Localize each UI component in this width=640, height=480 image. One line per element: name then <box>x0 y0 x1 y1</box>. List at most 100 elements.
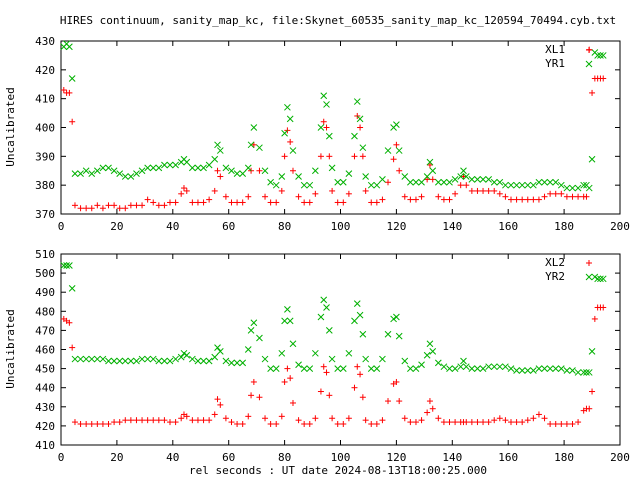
bottom-series-red <box>60 304 607 427</box>
y-tick-label: 430 <box>35 401 55 414</box>
data-point <box>530 367 537 374</box>
data-point <box>426 340 434 348</box>
data-point <box>507 419 514 426</box>
data-point <box>557 365 565 372</box>
data-point <box>66 89 73 96</box>
data-point <box>69 344 76 351</box>
data-point <box>71 419 78 426</box>
data-point <box>334 365 342 372</box>
data-point <box>206 196 213 203</box>
data-point <box>63 262 70 269</box>
data-point <box>563 420 570 427</box>
legend-marker <box>586 47 592 53</box>
data-point <box>546 365 554 372</box>
data-point <box>513 196 520 203</box>
data-point <box>272 181 280 189</box>
data-point <box>217 401 224 408</box>
data-point <box>418 361 425 369</box>
data-point <box>460 167 467 175</box>
bottom-panel: Uncalibrated 0 20 40 60 80 100 120 140 160 180 200… <box>4 248 630 464</box>
data-point <box>535 178 543 186</box>
data-point <box>323 101 330 108</box>
x-tick-label: 100 <box>331 220 351 233</box>
data-point <box>541 178 548 186</box>
data-point <box>599 52 607 59</box>
data-point <box>368 420 375 427</box>
data-point <box>306 365 314 372</box>
data-point <box>396 167 403 174</box>
data-point <box>144 355 151 363</box>
data-point <box>334 199 341 206</box>
data-point <box>379 176 386 183</box>
data-point <box>362 355 370 363</box>
data-point <box>222 357 230 365</box>
y-tick-label: 410 <box>35 439 55 452</box>
data-point <box>393 378 400 385</box>
data-point <box>111 202 118 209</box>
data-point <box>530 415 537 422</box>
data-point <box>507 181 515 189</box>
data-point <box>491 187 498 194</box>
y-tick-label: 490 <box>35 286 55 299</box>
data-point <box>161 417 168 424</box>
data-point <box>211 411 218 418</box>
top-legend-marker-yr1 <box>585 60 593 68</box>
data-point <box>250 141 257 148</box>
data-point <box>524 196 531 203</box>
data-point <box>385 398 392 405</box>
data-point <box>311 167 319 175</box>
data-point <box>412 365 420 372</box>
data-point <box>233 170 241 177</box>
data-point <box>462 173 470 180</box>
data-point <box>325 132 333 140</box>
data-point <box>247 327 255 334</box>
top-legend: XL1 YR1 <box>545 43 593 70</box>
data-point <box>575 419 582 426</box>
data-point <box>502 193 509 200</box>
data-point <box>317 388 324 395</box>
data-point <box>393 141 400 148</box>
data-point <box>496 363 504 371</box>
data-point <box>552 365 560 372</box>
data-point <box>178 190 185 197</box>
data-point <box>351 384 358 391</box>
data-point <box>300 365 308 372</box>
data-point <box>407 365 414 372</box>
bottom-x-ticks: 0 20 40 60 80 100 120 140 160 180 200 <box>58 254 630 464</box>
data-point <box>189 355 196 363</box>
data-point <box>211 353 219 361</box>
data-point <box>183 351 191 359</box>
data-point <box>228 359 235 367</box>
data-point <box>172 199 179 206</box>
data-point <box>77 205 84 212</box>
data-point <box>569 184 576 192</box>
data-point <box>116 357 124 365</box>
data-point <box>600 75 607 82</box>
top-y-ticks: 370 380 390 400 410 420 430 <box>35 35 620 221</box>
y-tick-label: 390 <box>35 150 55 163</box>
data-point <box>267 420 274 427</box>
data-point <box>239 170 247 177</box>
data-point <box>446 365 453 372</box>
y-tick-label: 380 <box>35 179 55 192</box>
data-point <box>326 153 333 160</box>
y-tick-label: 410 <box>35 93 55 106</box>
top-series-red <box>60 46 607 212</box>
data-point <box>379 355 386 363</box>
data-point <box>513 367 520 374</box>
data-point <box>351 153 358 160</box>
data-point <box>557 181 565 189</box>
data-point <box>239 359 247 367</box>
data-point <box>278 173 286 180</box>
x-tick-label: 160 <box>498 451 518 464</box>
x-tick-label: 0 <box>58 451 65 464</box>
data-point <box>513 181 520 189</box>
data-point <box>267 365 274 372</box>
data-point <box>317 153 324 160</box>
data-point <box>244 346 252 353</box>
data-point <box>233 359 241 367</box>
data-point <box>289 340 297 348</box>
data-point <box>599 275 607 283</box>
data-point <box>214 141 221 149</box>
data-point <box>150 417 157 424</box>
